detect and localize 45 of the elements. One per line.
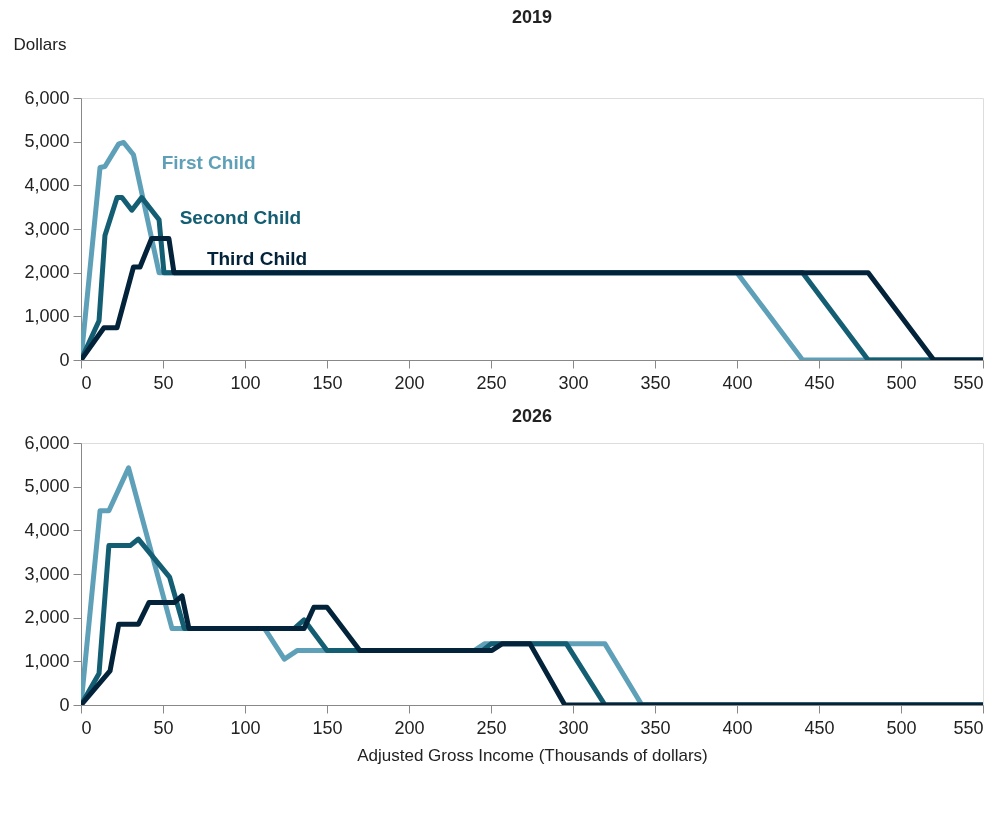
x-tick-label: 0 bbox=[81, 717, 92, 738]
x-tick-label: 100 bbox=[230, 372, 261, 393]
x-tick-label: 300 bbox=[558, 372, 589, 393]
y-tick-label: 5,000 bbox=[24, 131, 70, 152]
x-tick-label: 250 bbox=[476, 717, 507, 738]
x-axis-title: Adjusted Gross Income (Thousands of dollars) bbox=[357, 745, 708, 765]
x-tick-label: 100 bbox=[230, 717, 261, 738]
x-tick-label: 200 bbox=[394, 717, 425, 738]
x-tick-label: 500 bbox=[886, 372, 917, 393]
x-tick-label: 0 bbox=[81, 372, 92, 393]
y-tick-label: 2,000 bbox=[24, 262, 70, 283]
series-label: Second Child bbox=[179, 206, 302, 228]
series-label: First Child bbox=[161, 151, 256, 173]
y-tick-label: 4,000 bbox=[24, 174, 70, 195]
y-tick-label: 0 bbox=[59, 694, 70, 715]
x-tick-label: 350 bbox=[640, 717, 671, 738]
chart-title: 2026 bbox=[511, 406, 553, 426]
y-tick-label: 6,000 bbox=[24, 87, 70, 108]
x-tick-label: 400 bbox=[722, 372, 753, 393]
y-tick-label: 1,000 bbox=[24, 650, 70, 671]
x-tick-label: 250 bbox=[476, 372, 507, 393]
x-tick-label: 550 bbox=[953, 717, 984, 738]
x-tick-label: 50 bbox=[153, 717, 174, 738]
y-tick-label: 1,000 bbox=[24, 305, 70, 326]
x-tick-label: 500 bbox=[886, 717, 917, 738]
y-tick-label: 2,000 bbox=[24, 607, 70, 628]
x-tick-label: 550 bbox=[953, 372, 984, 393]
series-label: Third Child bbox=[206, 247, 308, 269]
x-tick-label: 50 bbox=[153, 372, 174, 393]
y-tick-label: 5,000 bbox=[24, 476, 70, 497]
y-tick-label: 4,000 bbox=[24, 519, 70, 540]
y-tick-label: 6,000 bbox=[24, 432, 70, 453]
x-tick-label: 200 bbox=[394, 372, 425, 393]
chart-title: 2019 bbox=[511, 7, 553, 27]
x-tick-label: 150 bbox=[312, 717, 343, 738]
x-tick-label: 400 bbox=[722, 717, 753, 738]
x-tick-label: 150 bbox=[312, 372, 343, 393]
x-tick-label: 450 bbox=[804, 717, 835, 738]
y-tick-label: 0 bbox=[59, 349, 70, 370]
y-tick-label: 3,000 bbox=[24, 218, 70, 239]
x-tick-label: 350 bbox=[640, 372, 671, 393]
y-axis-title: Dollars bbox=[13, 34, 67, 54]
x-tick-label: 300 bbox=[558, 717, 589, 738]
x-tick-label: 450 bbox=[804, 372, 835, 393]
y-tick-label: 3,000 bbox=[24, 563, 70, 584]
